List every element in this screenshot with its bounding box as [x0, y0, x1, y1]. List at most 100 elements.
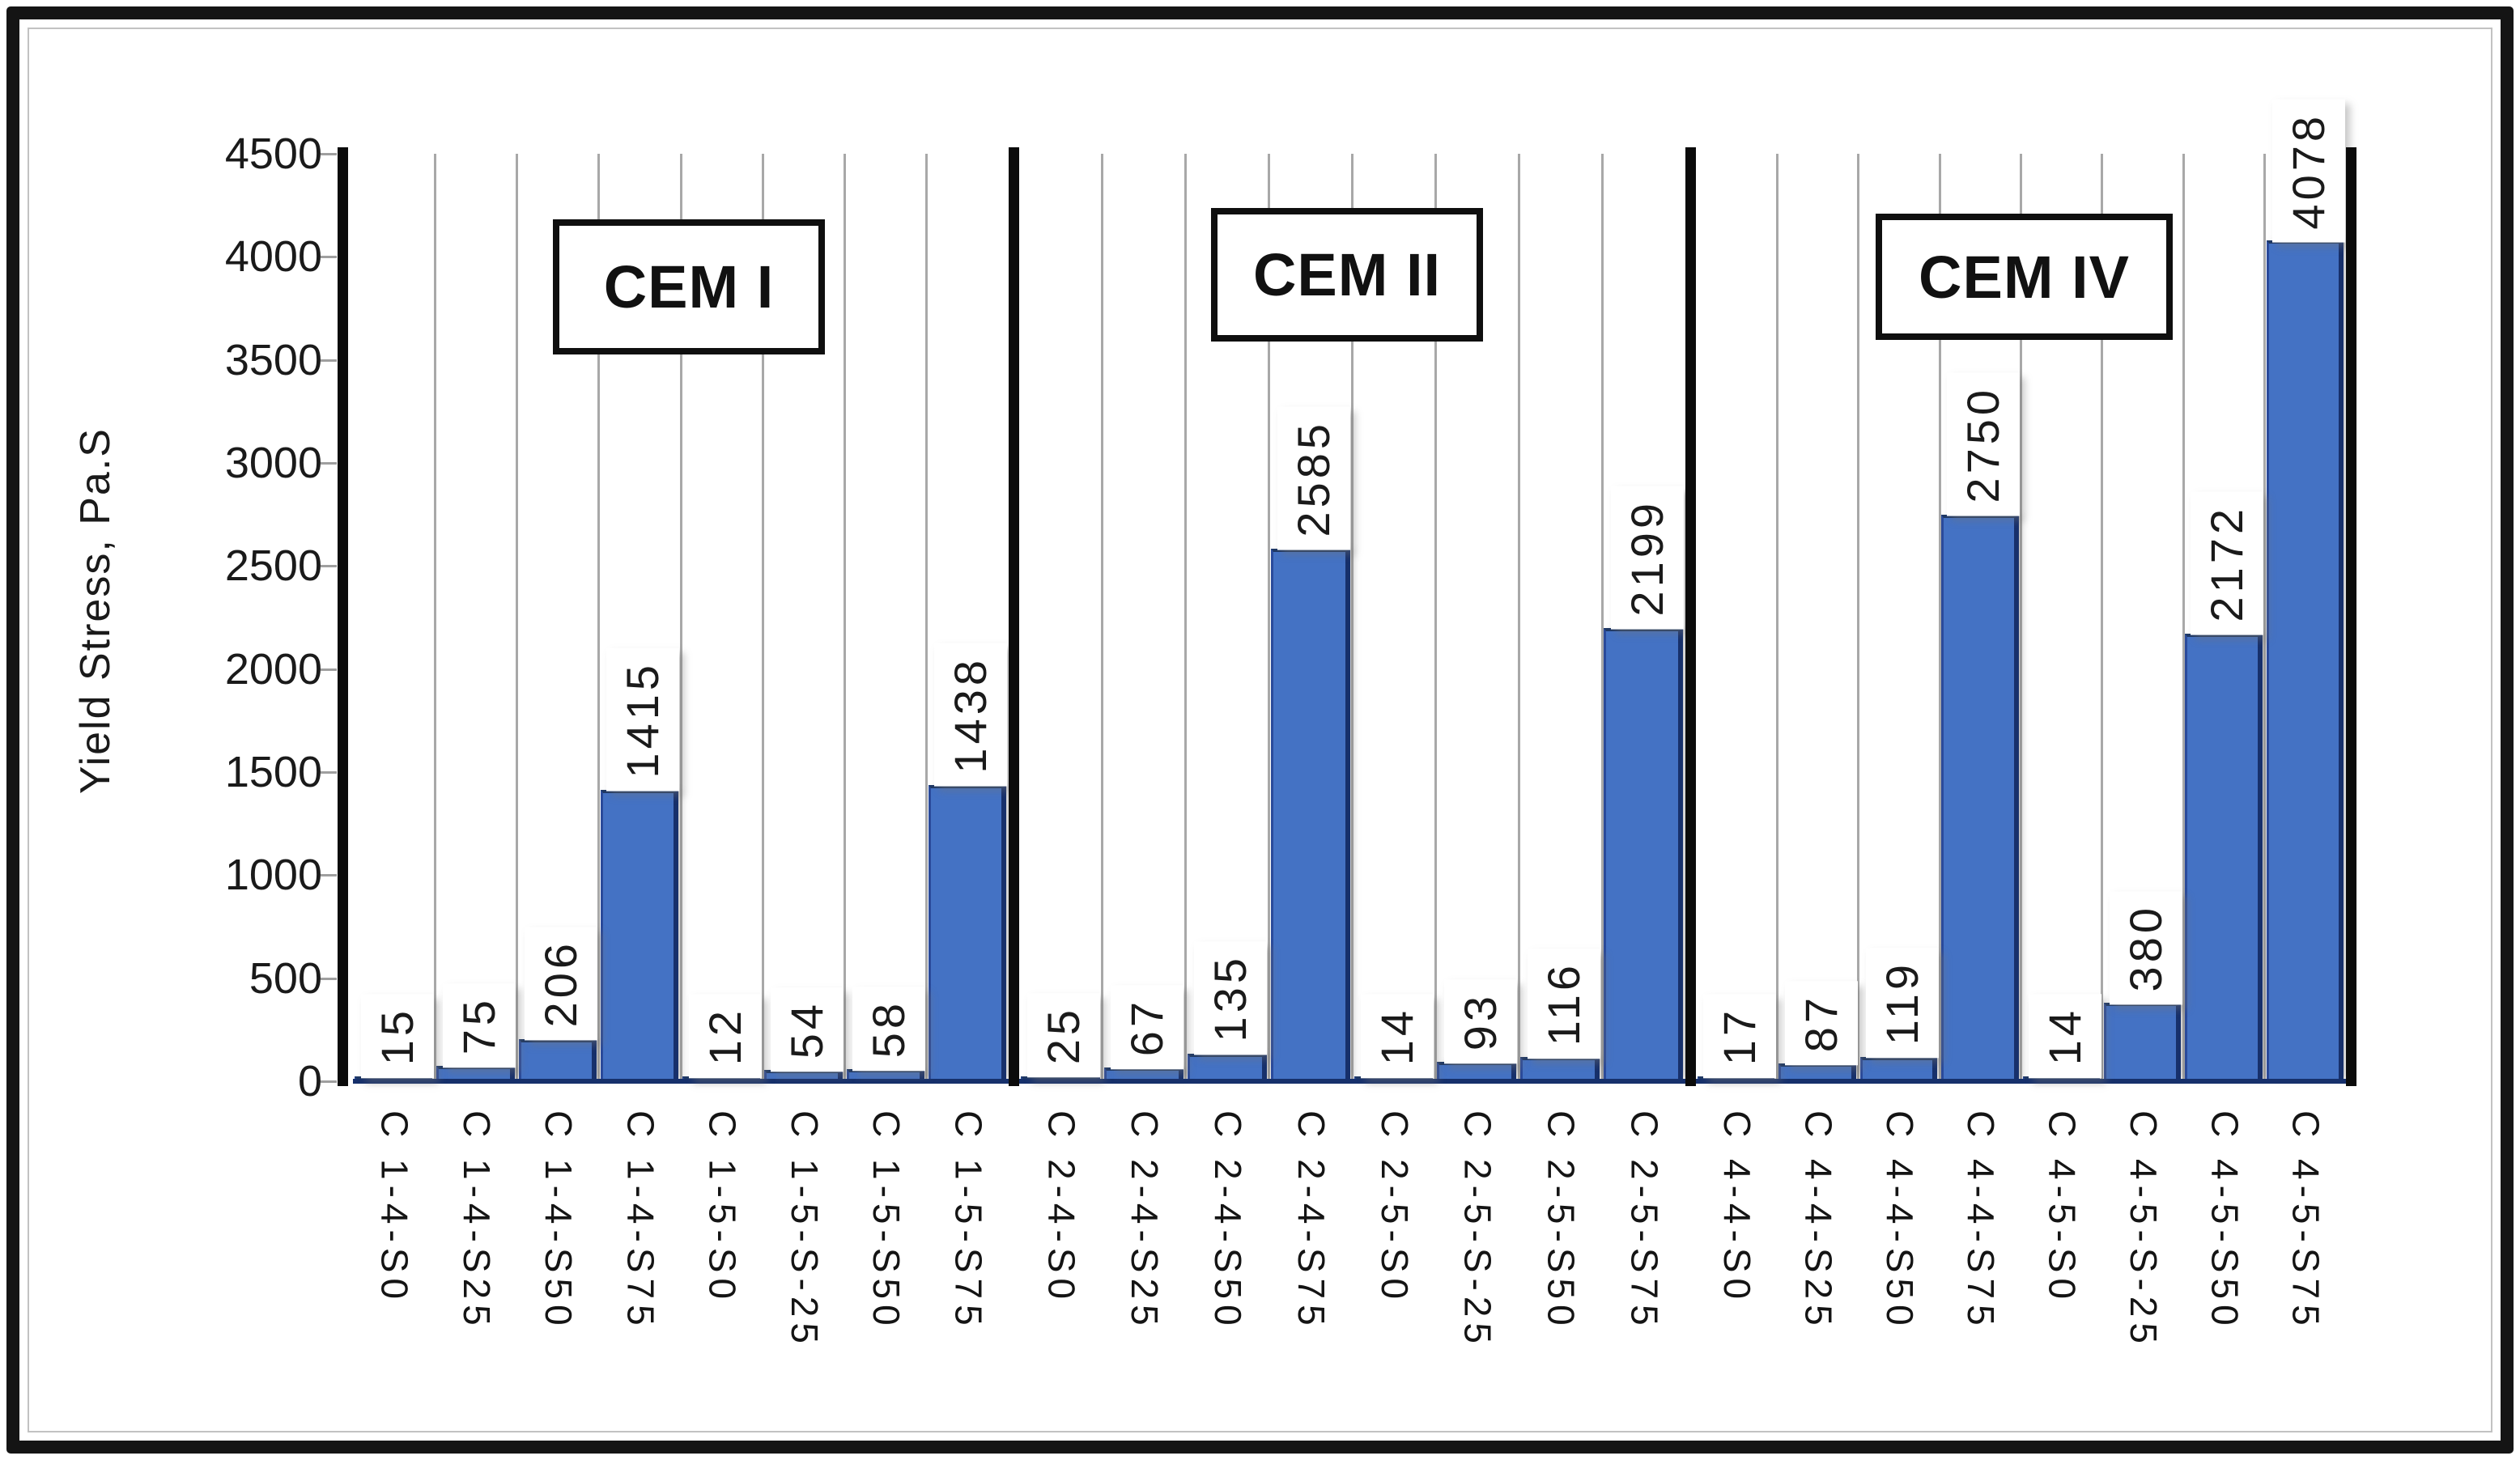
- x-category-label: C 4-4-S75: [1960, 1110, 2003, 1331]
- gridline: [844, 154, 846, 1081]
- gridline: [925, 154, 929, 1081]
- bar-value-label: 1438: [934, 643, 1008, 787]
- x-category-label: C 4-4-S25: [1797, 1110, 1840, 1331]
- x-category-label: C 1-4-S0: [373, 1110, 416, 1305]
- x-axis-baseline: [353, 1079, 1009, 1084]
- x-category-label: C 1-4-S50: [538, 1110, 580, 1331]
- bar-value-label: 54: [770, 987, 844, 1072]
- bar-value-label: 87: [1784, 980, 1858, 1065]
- y-tick-label: 4000: [224, 232, 322, 282]
- y-tick-mark: [321, 874, 337, 877]
- gridline: [2182, 154, 2185, 1081]
- gridline: [1938, 154, 1941, 1081]
- x-category-label: C 4-5-S50: [2203, 1110, 2246, 1331]
- group-title: CEM I: [603, 253, 775, 320]
- group-separator-line: [1009, 147, 1019, 1086]
- bar-value-label: 14: [2028, 993, 2101, 1078]
- bar-value-label: 75: [442, 983, 516, 1067]
- group-title: CEM II: [1252, 241, 1442, 308]
- bar: [928, 784, 1006, 1081]
- y-tick-label: 1000: [224, 851, 322, 900]
- group-title-box: CEM I: [553, 219, 825, 354]
- gridline: [1775, 154, 1778, 1081]
- gridline: [761, 154, 764, 1081]
- group-separator-line: [1685, 147, 1696, 1086]
- gridline: [1517, 154, 1520, 1081]
- gridline: [1351, 154, 1353, 1081]
- bar-value-label: 58: [852, 986, 926, 1072]
- x-category-label: C 4-4-S0: [1716, 1110, 1759, 1305]
- x-category-label: C 2-5-S50: [1540, 1110, 1583, 1331]
- bar-value-label: 135: [1194, 941, 1268, 1055]
- inner-frame-line: [28, 28, 2492, 1432]
- y-tick-label: 1500: [224, 748, 322, 796]
- bar-value-label: 93: [1443, 979, 1517, 1064]
- bar-value-label: 25: [1027, 993, 1101, 1078]
- y-tick-mark: [321, 771, 337, 774]
- bar: [1187, 1053, 1267, 1081]
- x-category-label: C 4-5-S75: [2284, 1110, 2327, 1331]
- x-category-label: C 1-4-S25: [455, 1110, 498, 1331]
- x-category-label: C 2-5-S75: [1623, 1110, 1666, 1331]
- y-tick-mark: [321, 565, 337, 568]
- gridline: [1184, 154, 1188, 1081]
- x-axis-baseline: [1019, 1079, 1685, 1084]
- bar-value-label: 17: [1703, 993, 1777, 1078]
- group-title: CEM IV: [1919, 243, 2130, 311]
- y-tick-mark: [321, 256, 337, 259]
- bar: [2185, 633, 2263, 1081]
- x-category-label: C 1-5-S50: [865, 1110, 908, 1331]
- x-category-label: C 1-5-S75: [947, 1110, 990, 1331]
- gridline: [433, 154, 436, 1081]
- bar-value-label: 14: [1360, 993, 1434, 1078]
- gridline: [1268, 154, 1271, 1081]
- x-category-label: C 2-4-S0: [1040, 1110, 1083, 1305]
- bar-value-label: 15: [360, 993, 434, 1078]
- bar: [1270, 548, 1350, 1081]
- bar-value-label: 119: [1865, 948, 1939, 1059]
- bar-value-label: 1415: [606, 648, 680, 792]
- x-category-label: C 2-4-S50: [1207, 1110, 1250, 1331]
- y-tick-mark: [321, 1080, 337, 1083]
- x-axis-baseline: [1696, 1079, 2346, 1084]
- bar: [436, 1065, 515, 1081]
- bar: [1859, 1056, 1938, 1081]
- group-title-box: CEM II: [1211, 208, 1483, 342]
- bar: [1103, 1067, 1184, 1081]
- bar: [1437, 1062, 1517, 1081]
- gridline: [597, 154, 601, 1081]
- bar: [1941, 514, 2019, 1081]
- x-category-label: C 1-5-S0: [701, 1110, 744, 1305]
- x-category-label: C 4-5-S-25: [2122, 1110, 2165, 1349]
- gridline: [1857, 154, 1860, 1081]
- x-category-label: C 2-5-S-25: [1456, 1110, 1499, 1349]
- y-tick-label: 3500: [224, 335, 322, 384]
- group-title-box: CEM IV: [1876, 214, 2173, 340]
- gridline: [2020, 154, 2022, 1081]
- x-category-label: C 2-5-S0: [1373, 1110, 1416, 1305]
- x-category-label: C 2-4-S75: [1290, 1110, 1332, 1331]
- bar: [1778, 1063, 1856, 1081]
- y-tick-label: 2000: [224, 644, 322, 694]
- y-tick-label: 3000: [224, 439, 322, 487]
- bar: [2103, 1003, 2182, 1081]
- gridline: [2101, 154, 2104, 1081]
- bar-value-label: 2585: [1277, 407, 1351, 550]
- bar-value-label: 380: [2110, 890, 2183, 1005]
- group-separator-line: [2346, 147, 2356, 1086]
- bar: [1604, 628, 1683, 1081]
- y-tick-label: 2500: [224, 541, 322, 591]
- gridline: [2263, 154, 2267, 1081]
- bar-value-label: 4078: [2271, 99, 2345, 243]
- y-tick-label: 500: [249, 953, 322, 1003]
- bar: [2266, 240, 2344, 1081]
- y-tick-label: 4500: [224, 129, 322, 178]
- gridline: [1434, 154, 1437, 1081]
- y-tick-mark: [321, 359, 337, 362]
- x-category-label: C 2-4-S25: [1124, 1110, 1167, 1331]
- y-axis-line: [338, 147, 348, 1086]
- gridline: [1600, 154, 1604, 1081]
- bar-value-label: 2199: [1610, 486, 1684, 630]
